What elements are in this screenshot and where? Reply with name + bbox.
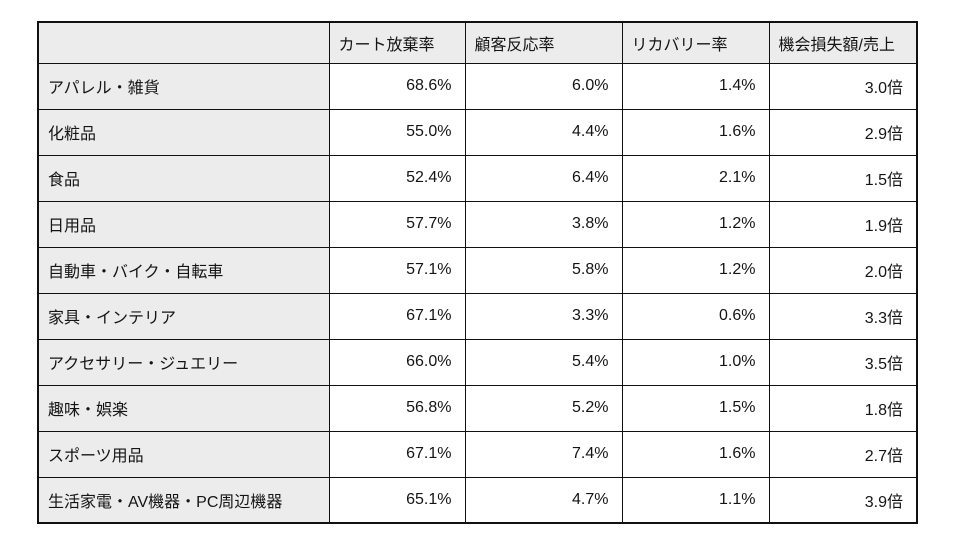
data-cell: 2.1% bbox=[621, 154, 770, 202]
data-cell: 65.1% bbox=[328, 476, 466, 524]
row-label: アクセサリー・ジュエリー bbox=[37, 338, 330, 386]
row-label: 化粧品 bbox=[37, 108, 330, 156]
data-cell: 3.8% bbox=[464, 200, 623, 248]
table-row: 趣味・娯楽 56.8% 5.2% 1.5% 1.8倍 bbox=[37, 384, 918, 432]
header-row: カート放棄率 顧客反応率 リカバリー率 機会損失額/売上 bbox=[37, 21, 918, 64]
table-row: アパレル・雑貨 68.6% 6.0% 1.4% 3.0倍 bbox=[37, 62, 918, 110]
data-cell: 55.0% bbox=[328, 108, 466, 156]
table-row: アクセサリー・ジュエリー 66.0% 5.4% 1.0% 3.5倍 bbox=[37, 338, 918, 386]
column-header-recovery-rate: リカバリー率 bbox=[621, 21, 770, 64]
data-cell: 1.1% bbox=[621, 476, 770, 524]
data-cell: 57.7% bbox=[328, 200, 466, 248]
table-row: 家具・インテリア 67.1% 3.3% 0.6% 3.3倍 bbox=[37, 292, 918, 340]
data-cell: 4.7% bbox=[464, 476, 623, 524]
data-cell: 3.5倍 bbox=[768, 338, 918, 386]
data-cell: 66.0% bbox=[328, 338, 466, 386]
data-cell: 56.8% bbox=[328, 384, 466, 432]
data-cell: 5.4% bbox=[464, 338, 623, 386]
data-cell: 4.4% bbox=[464, 108, 623, 156]
row-label: スポーツ用品 bbox=[37, 430, 330, 478]
data-cell: 5.2% bbox=[464, 384, 623, 432]
column-header-cart-abandonment-rate: カート放棄率 bbox=[328, 21, 466, 64]
data-cell: 1.6% bbox=[621, 430, 770, 478]
data-cell: 2.7倍 bbox=[768, 430, 918, 478]
data-cell: 1.0% bbox=[621, 338, 770, 386]
table-row: 生活家電・AV機器・PC周辺機器 65.1% 4.7% 1.1% 3.9倍 bbox=[37, 476, 918, 524]
row-label: 自動車・バイク・自転車 bbox=[37, 246, 330, 294]
data-cell: 1.2% bbox=[621, 246, 770, 294]
data-cell: 0.6% bbox=[621, 292, 770, 340]
data-cell: 2.0倍 bbox=[768, 246, 918, 294]
data-cell: 3.9倍 bbox=[768, 476, 918, 524]
category-metrics-table: カート放棄率 顧客反応率 リカバリー率 機会損失額/売上 アパレル・雑貨 68.… bbox=[37, 21, 918, 524]
row-label: 食品 bbox=[37, 154, 330, 202]
data-cell: 7.4% bbox=[464, 430, 623, 478]
data-cell: 1.5% bbox=[621, 384, 770, 432]
data-cell: 1.9倍 bbox=[768, 200, 918, 248]
data-cell: 3.0倍 bbox=[768, 62, 918, 110]
data-cell: 67.1% bbox=[328, 292, 466, 340]
column-header-opportunity-loss-per-sales: 機会損失額/売上 bbox=[768, 21, 918, 64]
data-cell: 3.3倍 bbox=[768, 292, 918, 340]
category-metrics-table-container: カート放棄率 顧客反応率 リカバリー率 機会損失額/売上 アパレル・雑貨 68.… bbox=[37, 21, 918, 524]
row-label: アパレル・雑貨 bbox=[37, 62, 330, 110]
table-row: スポーツ用品 67.1% 7.4% 1.6% 2.7倍 bbox=[37, 430, 918, 478]
column-header-customer-response-rate: 顧客反応率 bbox=[464, 21, 623, 64]
data-cell: 52.4% bbox=[328, 154, 466, 202]
data-cell: 1.5倍 bbox=[768, 154, 918, 202]
table-row: 自動車・バイク・自転車 57.1% 5.8% 1.2% 2.0倍 bbox=[37, 246, 918, 294]
table-row: 化粧品 55.0% 4.4% 1.6% 2.9倍 bbox=[37, 108, 918, 156]
row-label: 日用品 bbox=[37, 200, 330, 248]
data-cell: 1.8倍 bbox=[768, 384, 918, 432]
table-row: 食品 52.4% 6.4% 2.1% 1.5倍 bbox=[37, 154, 918, 202]
row-label: 家具・インテリア bbox=[37, 292, 330, 340]
data-cell: 57.1% bbox=[328, 246, 466, 294]
data-cell: 1.4% bbox=[621, 62, 770, 110]
data-cell: 3.3% bbox=[464, 292, 623, 340]
data-cell: 67.1% bbox=[328, 430, 466, 478]
row-label: 生活家電・AV機器・PC周辺機器 bbox=[37, 476, 330, 524]
data-cell: 6.0% bbox=[464, 62, 623, 110]
data-cell: 1.6% bbox=[621, 108, 770, 156]
data-cell: 6.4% bbox=[464, 154, 623, 202]
data-cell: 68.6% bbox=[328, 62, 466, 110]
corner-cell bbox=[37, 21, 330, 64]
data-cell: 5.8% bbox=[464, 246, 623, 294]
data-cell: 2.9倍 bbox=[768, 108, 918, 156]
table-row: 日用品 57.7% 3.8% 1.2% 1.9倍 bbox=[37, 200, 918, 248]
data-cell: 1.2% bbox=[621, 200, 770, 248]
row-label: 趣味・娯楽 bbox=[37, 384, 330, 432]
